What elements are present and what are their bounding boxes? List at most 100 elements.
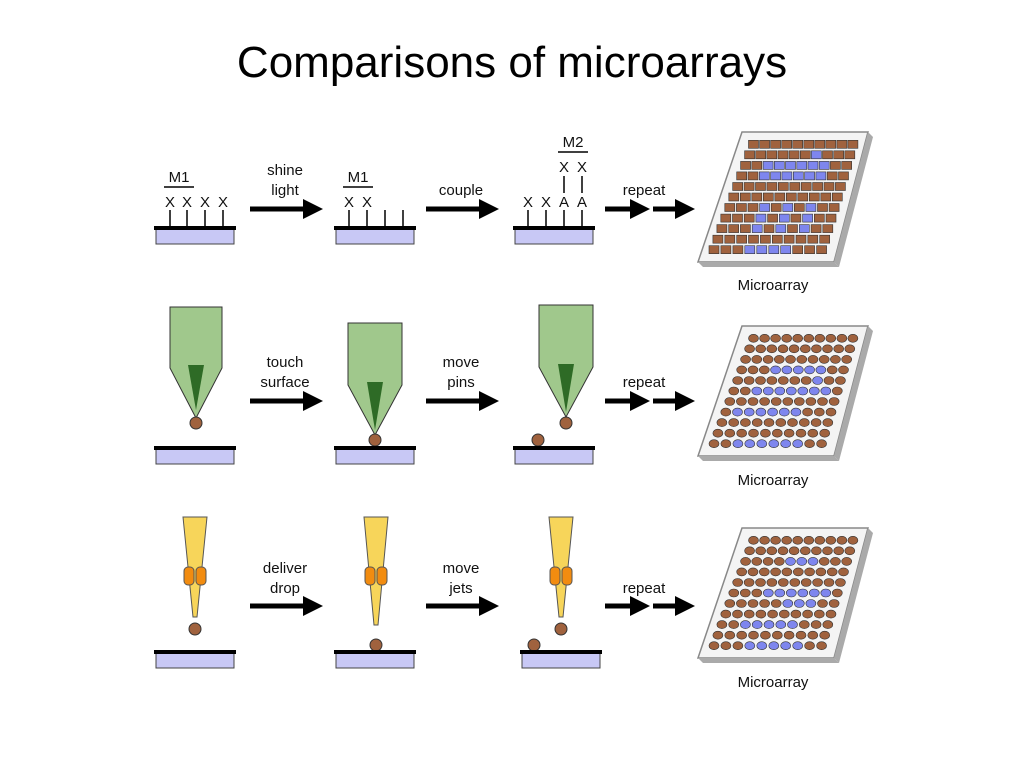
piezo-element [364, 566, 376, 586]
sample-drop [189, 416, 203, 430]
jet-nozzle [363, 516, 389, 626]
microarray-spot-brown [732, 609, 743, 619]
microarray-spot-brown [716, 418, 728, 427]
microarray-spot-brown [720, 407, 732, 417]
microarray-spot-brown [751, 192, 763, 202]
microarray-spot-brown [792, 535, 804, 545]
microarray-spot-brown [777, 182, 789, 191]
microarray-spot-brown [732, 641, 744, 651]
microarray-spot-brown [751, 588, 763, 598]
microarray-spot-brown [807, 428, 819, 438]
microarray-spot-brown [799, 150, 811, 160]
microarray-spot-brown [820, 192, 832, 202]
microarray-spot-brown [825, 407, 837, 417]
microarray-spot-brown [828, 203, 840, 212]
microarray-spot-brown [819, 428, 831, 438]
microarray-spot-brown [825, 140, 837, 149]
microarray-spot-brown [755, 609, 767, 619]
microarray-spot-brown [748, 140, 759, 149]
microarray-spot-brown [767, 213, 778, 223]
microarray-spot-brown [819, 630, 831, 640]
surface-bar [154, 446, 236, 450]
chip-edge [834, 528, 873, 663]
microarray-spot-brown [767, 609, 778, 619]
microarray-spot-brown [822, 418, 834, 427]
microarray-spot-brown [816, 245, 827, 254]
microarray-spot-blue [780, 641, 792, 651]
microarray-spot-brown [736, 428, 748, 438]
microarray-chip-round [696, 325, 873, 461]
step-label-repeat: repeat [623, 182, 666, 199]
microarray-spot-brown [758, 365, 770, 375]
microarray-spot-brown [831, 192, 843, 202]
microarray-spot-brown [826, 365, 838, 375]
microarray-spot-brown [728, 418, 740, 427]
a-mark: A [559, 194, 569, 211]
microarray-spot-blue [781, 365, 793, 375]
step-label-jets: jets [448, 580, 472, 597]
microarray-spot-brown [813, 407, 825, 417]
piezo-element [183, 566, 195, 586]
microarray-spot-brown [751, 161, 763, 170]
pin-stage-2 [334, 322, 416, 465]
piezo-element [549, 566, 561, 586]
microarray-spot-brown [712, 428, 724, 438]
microarray-spot-brown [807, 234, 819, 244]
surface-bar [513, 446, 595, 450]
microarray-spot-brown [748, 535, 759, 545]
microarray-spot-brown [775, 418, 787, 427]
microarray-spot-brown [792, 140, 804, 149]
microarray-spot-blue [820, 588, 832, 598]
substrate [514, 448, 594, 465]
microarray-spot-blue [778, 407, 790, 417]
x-mark: X [218, 194, 228, 211]
microarray-spot-brown [748, 428, 759, 438]
microarray-spot-brown [814, 333, 826, 343]
microarray-spot-brown [828, 599, 840, 608]
microarray-spot-brown [811, 546, 822, 556]
substrate [335, 228, 415, 245]
microarray-spot-blue [797, 588, 809, 598]
microarray-spot-blue [807, 161, 819, 170]
microarray-spot-brown [712, 630, 724, 640]
microarray-spot-brown [739, 588, 751, 598]
microarray-spot-brown [800, 376, 812, 385]
piezo-element [195, 566, 207, 586]
microarray-spot-blue [785, 557, 796, 566]
microarray-spot-blue [770, 365, 781, 375]
microarray-spot-brown [782, 397, 794, 406]
microarray-spot-blue [808, 588, 820, 598]
microarray-spot-brown [777, 578, 789, 587]
step-label-touch: touch [267, 354, 304, 371]
microarray-spot-brown [819, 234, 831, 244]
sample-drop [554, 622, 568, 636]
microarray-spot-brown [777, 150, 789, 160]
microarray-spot-brown [747, 567, 759, 577]
microarray-spot-blue [792, 365, 804, 375]
microarray-spot-blue [758, 171, 770, 181]
microarray-spot-brown [788, 150, 800, 160]
microarray-spot-brown [783, 234, 795, 244]
step-label-light: light [271, 182, 299, 199]
microarray-spot-brown [720, 213, 732, 223]
microarray-spot-brown [739, 386, 751, 396]
microarray-spot-brown [813, 213, 825, 223]
microarray-spot-brown [841, 355, 853, 364]
microarray-spot-brown [805, 397, 817, 406]
microarray-spot-blue [782, 599, 794, 608]
microarray-spot-brown [728, 192, 740, 202]
microarray-spot-blue [805, 203, 817, 212]
microarray-spot-brown [825, 535, 837, 545]
microarray-spot-brown [790, 609, 802, 619]
microarray-spot-brown [716, 224, 728, 233]
microarray-spot-brown [810, 418, 822, 427]
microarray-spot-brown [766, 344, 778, 354]
microarray-spot-brown [748, 630, 759, 640]
microarray-spot-brown [774, 192, 786, 202]
microarray-spot-brown [762, 192, 774, 202]
microarray-spot-brown [830, 557, 841, 566]
microarray-spot-brown [812, 182, 823, 191]
microarray-spot-brown [789, 578, 801, 587]
deposited-spot [527, 638, 541, 652]
microarray-spot-brown [793, 203, 805, 212]
